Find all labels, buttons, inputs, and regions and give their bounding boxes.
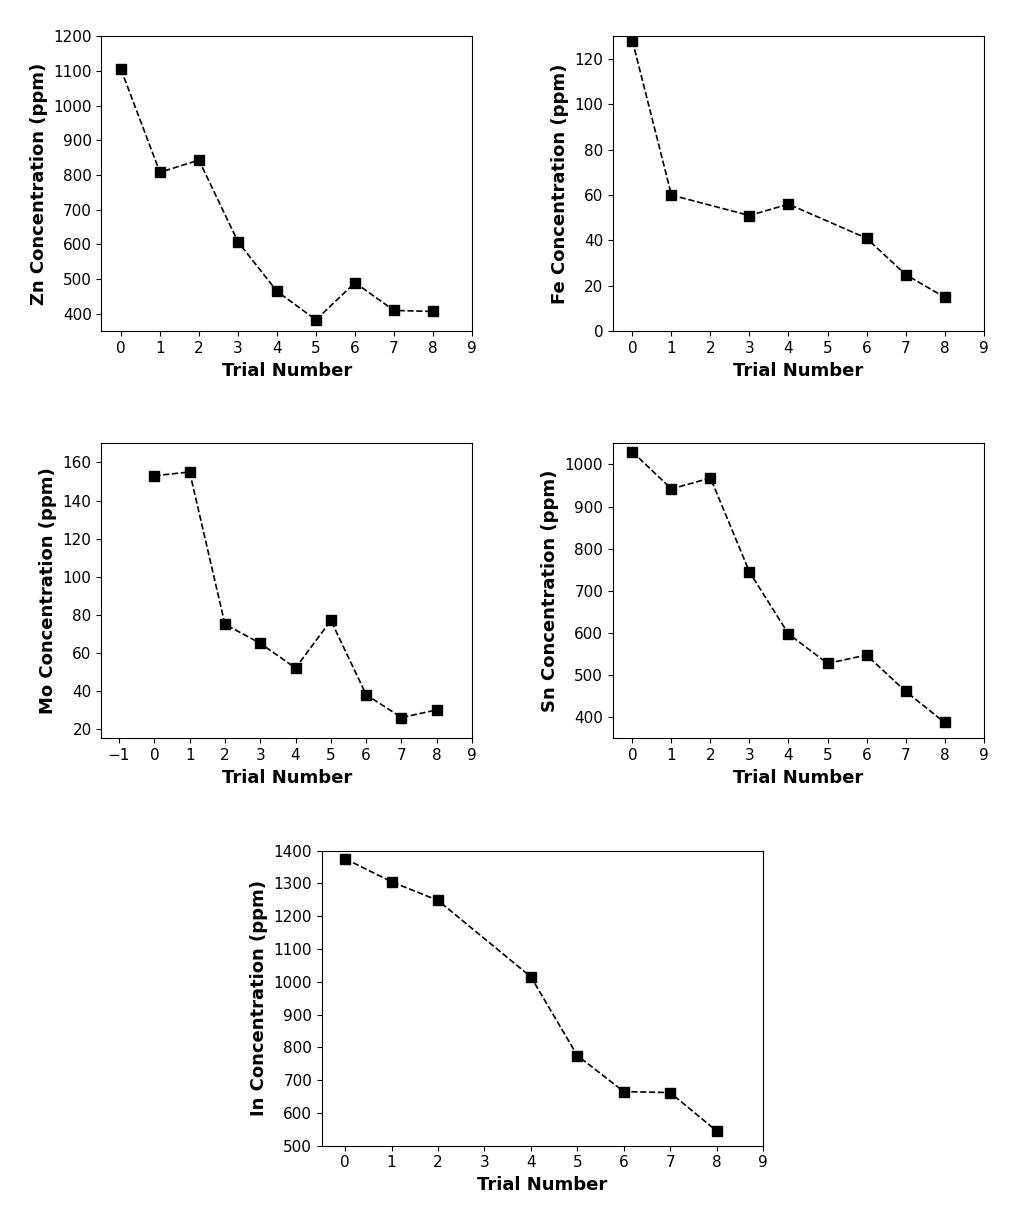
- Y-axis label: Sn Concentration (ppm): Sn Concentration (ppm): [541, 470, 559, 712]
- X-axis label: Trial Number: Trial Number: [478, 1176, 607, 1194]
- X-axis label: Trial Number: Trial Number: [733, 768, 863, 786]
- X-axis label: Trial Number: Trial Number: [222, 362, 352, 380]
- Y-axis label: In Concentration (ppm): In Concentration (ppm): [250, 880, 268, 1117]
- X-axis label: Trial Number: Trial Number: [733, 362, 863, 380]
- Y-axis label: Zn Concentration (ppm): Zn Concentration (ppm): [29, 63, 48, 305]
- Y-axis label: Mo Concentration (ppm): Mo Concentration (ppm): [40, 468, 57, 714]
- X-axis label: Trial Number: Trial Number: [222, 768, 352, 786]
- Y-axis label: Fe Concentration (ppm): Fe Concentration (ppm): [551, 64, 569, 304]
